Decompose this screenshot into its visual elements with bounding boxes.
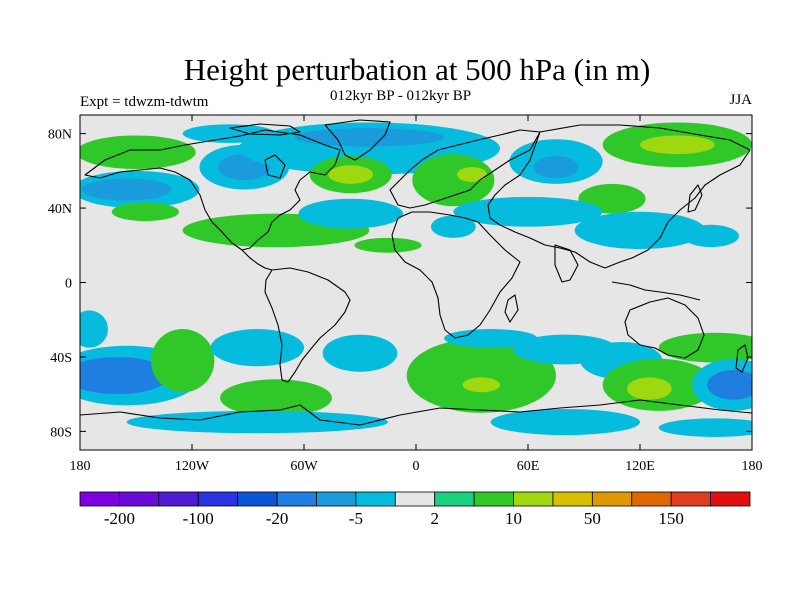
coastline-greenland bbox=[324, 119, 391, 161]
coastline-africa bbox=[391, 211, 521, 339]
colorbar-label: -5 bbox=[349, 509, 363, 528]
colorbar-label: 150 bbox=[658, 509, 684, 528]
coastline-india bbox=[554, 244, 579, 283]
y-tick-label: 40S bbox=[50, 351, 72, 366]
experiment-label: Expt = tdwzm-tdwtm bbox=[80, 94, 209, 110]
field-anomaly-43 bbox=[707, 369, 752, 400]
colorbar-swatch bbox=[316, 491, 357, 507]
colorbar-swatch bbox=[158, 491, 199, 507]
field-anomaly-0 bbox=[80, 135, 196, 169]
colorbar-swatch bbox=[473, 491, 514, 507]
field-anomaly-34 bbox=[462, 377, 501, 393]
field-anomaly-33 bbox=[406, 338, 556, 413]
x-tick-label: 120W bbox=[175, 459, 210, 474]
colorbar-label: 10 bbox=[505, 509, 522, 528]
axis-ticks: 180 120W 60W 0 60E 120E 180 80N 40N 0 40S 80S bbox=[48, 115, 763, 474]
y-tick-label: 80N bbox=[48, 128, 72, 143]
coastline-south-america bbox=[264, 267, 351, 383]
coastline-australia bbox=[624, 297, 705, 359]
field-anomaly-12 bbox=[412, 154, 495, 207]
field-anomaly-6 bbox=[111, 202, 179, 222]
colorbar-swatch bbox=[513, 491, 554, 507]
colorbar-swatch bbox=[355, 491, 396, 507]
map-plot-area bbox=[80, 115, 752, 450]
x-tick-label: 120E bbox=[625, 459, 655, 474]
x-tick-label: 180 bbox=[742, 459, 763, 474]
colorbar-swatch bbox=[119, 491, 160, 507]
coastline-north-america bbox=[84, 129, 341, 251]
field-anomaly-22 bbox=[453, 196, 603, 227]
colorbar-swatch bbox=[631, 491, 672, 507]
map-subtitle: 012kyr BP - 012kyr BP bbox=[330, 88, 472, 104]
coastline-central-america bbox=[241, 249, 273, 271]
coastline-antarctica bbox=[80, 399, 752, 426]
field-anomaly-31 bbox=[126, 410, 388, 434]
coastline-new-zealand bbox=[735, 344, 749, 373]
coastline-asia bbox=[487, 124, 751, 269]
field-anomaly-14 bbox=[298, 198, 403, 229]
x-tick-label: 0 bbox=[413, 459, 420, 474]
field-anomaly-16 bbox=[354, 237, 422, 253]
colorbar-swatch bbox=[276, 491, 317, 507]
field-anomaly-25 bbox=[80, 310, 108, 348]
field-anomaly-40 bbox=[626, 377, 672, 400]
y-tick-label: 0 bbox=[65, 277, 72, 292]
map-title: Height perturbation at 500 hPa (in m) bbox=[183, 52, 651, 87]
y-tick-label: 80S bbox=[50, 425, 72, 440]
colorbar-label: -100 bbox=[183, 509, 214, 528]
coastline-japan bbox=[687, 184, 703, 213]
x-tick-label: 60W bbox=[290, 459, 318, 474]
coastline-canadian-archipelago bbox=[229, 123, 301, 136]
coastline-madagascar bbox=[504, 294, 519, 323]
colorbar-label: -20 bbox=[266, 509, 289, 528]
field-anomaly-18 bbox=[533, 155, 579, 179]
coastline-europe bbox=[389, 129, 541, 209]
field-anomaly-2 bbox=[81, 178, 172, 201]
colorbar-swatch bbox=[552, 491, 593, 507]
field-anomaly-27 bbox=[80, 356, 170, 395]
field-anomaly-29 bbox=[210, 329, 304, 367]
y-tick-label: 40N bbox=[48, 202, 72, 217]
field-anomaly-15 bbox=[430, 215, 476, 238]
colorbar-label: -200 bbox=[104, 509, 135, 528]
colorbar-label: 2 bbox=[430, 509, 439, 528]
field-anomaly-35 bbox=[444, 329, 538, 348]
field-anomaly-9 bbox=[294, 128, 444, 147]
coastline-indonesia bbox=[611, 281, 701, 301]
season-label: JJA bbox=[729, 92, 752, 108]
field-anomaly-44 bbox=[658, 418, 752, 437]
field-anomaly-32 bbox=[322, 334, 398, 372]
field-anomaly-28 bbox=[150, 329, 215, 393]
field-anomaly-21 bbox=[640, 135, 715, 155]
field-anomaly-11 bbox=[328, 165, 374, 184]
colorbar-swatch bbox=[197, 491, 239, 507]
colorbar: -200 -100 -20 -5 2 10 50 150 bbox=[79, 491, 751, 528]
colorbar-swatch bbox=[237, 491, 278, 507]
colorbar-swatch bbox=[79, 491, 120, 507]
colorbar-label: 50 bbox=[584, 509, 601, 528]
field-anomaly-30 bbox=[220, 379, 332, 417]
field-anomaly-24 bbox=[682, 224, 739, 248]
coastline-hudson-bay bbox=[264, 154, 286, 179]
coastlines bbox=[80, 119, 752, 426]
colorbar-swatch bbox=[591, 491, 633, 507]
field-anomaly-41 bbox=[658, 332, 752, 363]
x-tick-label: 60E bbox=[517, 459, 540, 474]
field-anomaly-37 bbox=[490, 409, 640, 436]
colorbar-swatch bbox=[710, 491, 751, 507]
field-anomaly-23 bbox=[574, 211, 706, 249]
colorbar-swatch bbox=[434, 491, 475, 507]
x-tick-label: 180 bbox=[70, 459, 91, 474]
colorbar-swatch bbox=[394, 491, 436, 507]
field-anomaly-13 bbox=[457, 167, 487, 182]
colorbar-swatch bbox=[670, 491, 711, 507]
